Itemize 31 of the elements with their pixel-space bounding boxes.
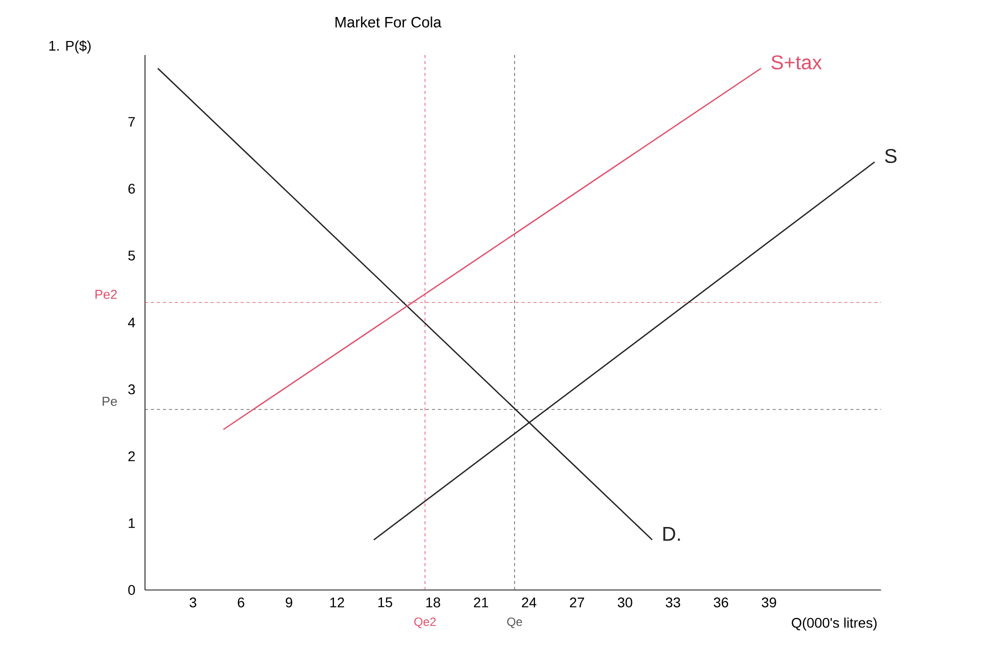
x-tick-label: 9 xyxy=(286,598,292,608)
x-tick-label: 3 xyxy=(190,598,196,608)
x-tick-label: 36 xyxy=(714,598,728,608)
x-tick-label: 21 xyxy=(474,598,488,608)
series-label: S xyxy=(885,148,897,164)
x-tick-label: 18 xyxy=(426,598,440,608)
y-tick-label: 4 xyxy=(128,318,136,328)
y-tick-label: 6 xyxy=(128,184,135,194)
x-tick-label: 30 xyxy=(618,598,632,608)
y-tick-label: 7 xyxy=(128,117,135,127)
series-label: S+tax xyxy=(771,55,822,70)
y-tick-label: 2 xyxy=(128,451,135,462)
x-tick-label: 24 xyxy=(522,598,536,608)
ref-line-label: Pe xyxy=(102,396,117,406)
x-tick-label: 12 xyxy=(330,598,344,608)
chart-title: Market For Cola xyxy=(336,16,442,28)
x-tick-label: 15 xyxy=(378,598,392,608)
x-tick-label: 27 xyxy=(570,598,584,608)
y-axis-title: 1. P($) xyxy=(49,40,91,54)
ref-line-label: Qe2 xyxy=(414,618,436,628)
series-label: D. xyxy=(663,526,680,541)
y-tick-label: 0 xyxy=(128,585,135,595)
x-tick-label: 6 xyxy=(238,598,244,608)
ref-line-label: Qe xyxy=(507,618,522,628)
x-tick-label: 33 xyxy=(666,598,680,608)
y-tick-label: 1 xyxy=(128,518,135,528)
y-tick-label: 3 xyxy=(128,384,135,394)
x-axis-title: Q(000's litres) xyxy=(792,618,877,631)
y-tick-label: 5 xyxy=(128,250,135,260)
ref-line-label: Pe2 xyxy=(96,290,117,299)
x-tick-label: 39 xyxy=(762,598,776,608)
